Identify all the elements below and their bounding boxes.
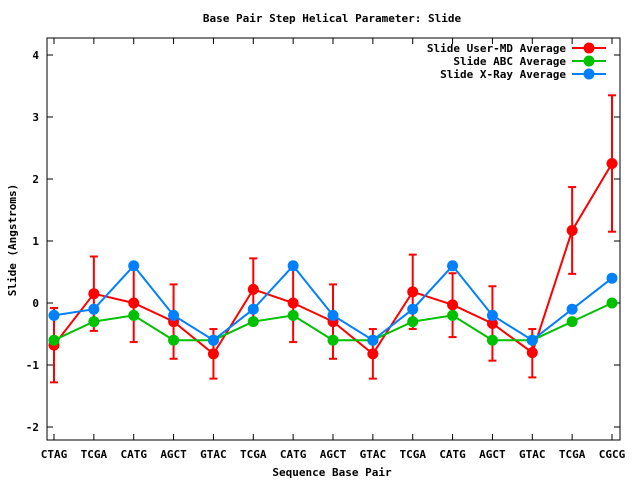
y-axis: -2 -1 0 1 2 3 4 xyxy=(26,49,620,434)
x-axis: CTAG TCGA CATG AGCT GTAC TCGA CATG AGCT GTAC TCGA… xyxy=(41,38,626,461)
data-point xyxy=(247,303,259,315)
data-point xyxy=(88,288,100,300)
data-point xyxy=(447,309,459,321)
x-axis-label: Sequence Base Pair xyxy=(272,466,392,479)
series-layer xyxy=(48,94,618,384)
data-point xyxy=(128,297,140,309)
chart-title: Base Pair Step Helical Parameter: Slide xyxy=(203,12,462,25)
data-point xyxy=(128,309,140,321)
data-point xyxy=(168,309,180,321)
x-tick-label: CATG xyxy=(439,448,466,461)
data-point xyxy=(128,260,140,272)
y-tick-label: 1 xyxy=(32,235,39,248)
data-point xyxy=(207,334,219,346)
data-point xyxy=(407,286,419,298)
legend-label: Slide User-MD Average xyxy=(427,42,566,55)
data-point xyxy=(88,316,100,328)
x-tick-label: CATG xyxy=(280,448,307,461)
data-point xyxy=(407,303,419,315)
data-point xyxy=(606,158,618,169)
data-point xyxy=(287,309,299,321)
data-point xyxy=(566,224,578,236)
y-axis-label: Slide (Angstroms) xyxy=(6,184,19,297)
x-tick-label: TCGA xyxy=(559,448,586,461)
legend-label: Slide ABC Average xyxy=(453,55,566,68)
data-point xyxy=(526,334,538,346)
y-tick-label: 3 xyxy=(32,111,39,124)
data-point xyxy=(566,303,578,315)
x-tick-label: TCGA xyxy=(399,448,426,461)
data-point xyxy=(606,272,618,284)
x-tick-label: GTAC xyxy=(360,448,387,461)
data-point xyxy=(447,260,459,272)
x-tick-label: GTAC xyxy=(519,448,546,461)
legend-marker xyxy=(583,55,595,67)
data-point xyxy=(486,317,498,329)
data-point xyxy=(367,348,379,360)
legend-marker xyxy=(583,68,595,80)
y-tick-label: 2 xyxy=(32,173,39,186)
data-point xyxy=(287,260,299,272)
data-point xyxy=(566,316,578,328)
data-point xyxy=(327,309,339,321)
x-tick-label: AGCT xyxy=(160,448,187,461)
x-tick-label: CGCG xyxy=(599,448,626,461)
data-point xyxy=(606,297,618,309)
data-point xyxy=(327,334,339,346)
data-point xyxy=(407,316,419,328)
series-2 xyxy=(48,260,618,346)
x-tick-label: CATG xyxy=(120,448,147,461)
legend-label: Slide X-Ray Average xyxy=(440,68,566,81)
y-tick-label: 0 xyxy=(32,297,39,310)
data-point xyxy=(247,316,259,328)
plot-frame xyxy=(46,37,621,441)
x-tick-label: CTAG xyxy=(41,448,68,461)
data-point xyxy=(287,297,299,309)
y-tick-label: 4 xyxy=(32,49,39,62)
data-point xyxy=(168,334,180,346)
x-tick-label: TCGA xyxy=(240,448,267,461)
data-point xyxy=(207,348,219,360)
legend-marker xyxy=(583,42,595,54)
data-point xyxy=(247,283,259,295)
data-point xyxy=(367,334,379,346)
data-point xyxy=(447,299,459,311)
y-tick-label: -2 xyxy=(26,421,39,434)
data-point xyxy=(486,309,498,321)
data-point xyxy=(88,303,100,315)
x-tick-label: TCGA xyxy=(81,448,108,461)
x-tick-label: AGCT xyxy=(479,448,506,461)
y-tick-label: -1 xyxy=(26,359,40,372)
data-point xyxy=(486,334,498,346)
data-point xyxy=(526,347,538,359)
data-point xyxy=(48,309,60,321)
x-tick-label: AGCT xyxy=(320,448,347,461)
data-point xyxy=(48,334,60,346)
x-tick-label: GTAC xyxy=(200,448,227,461)
